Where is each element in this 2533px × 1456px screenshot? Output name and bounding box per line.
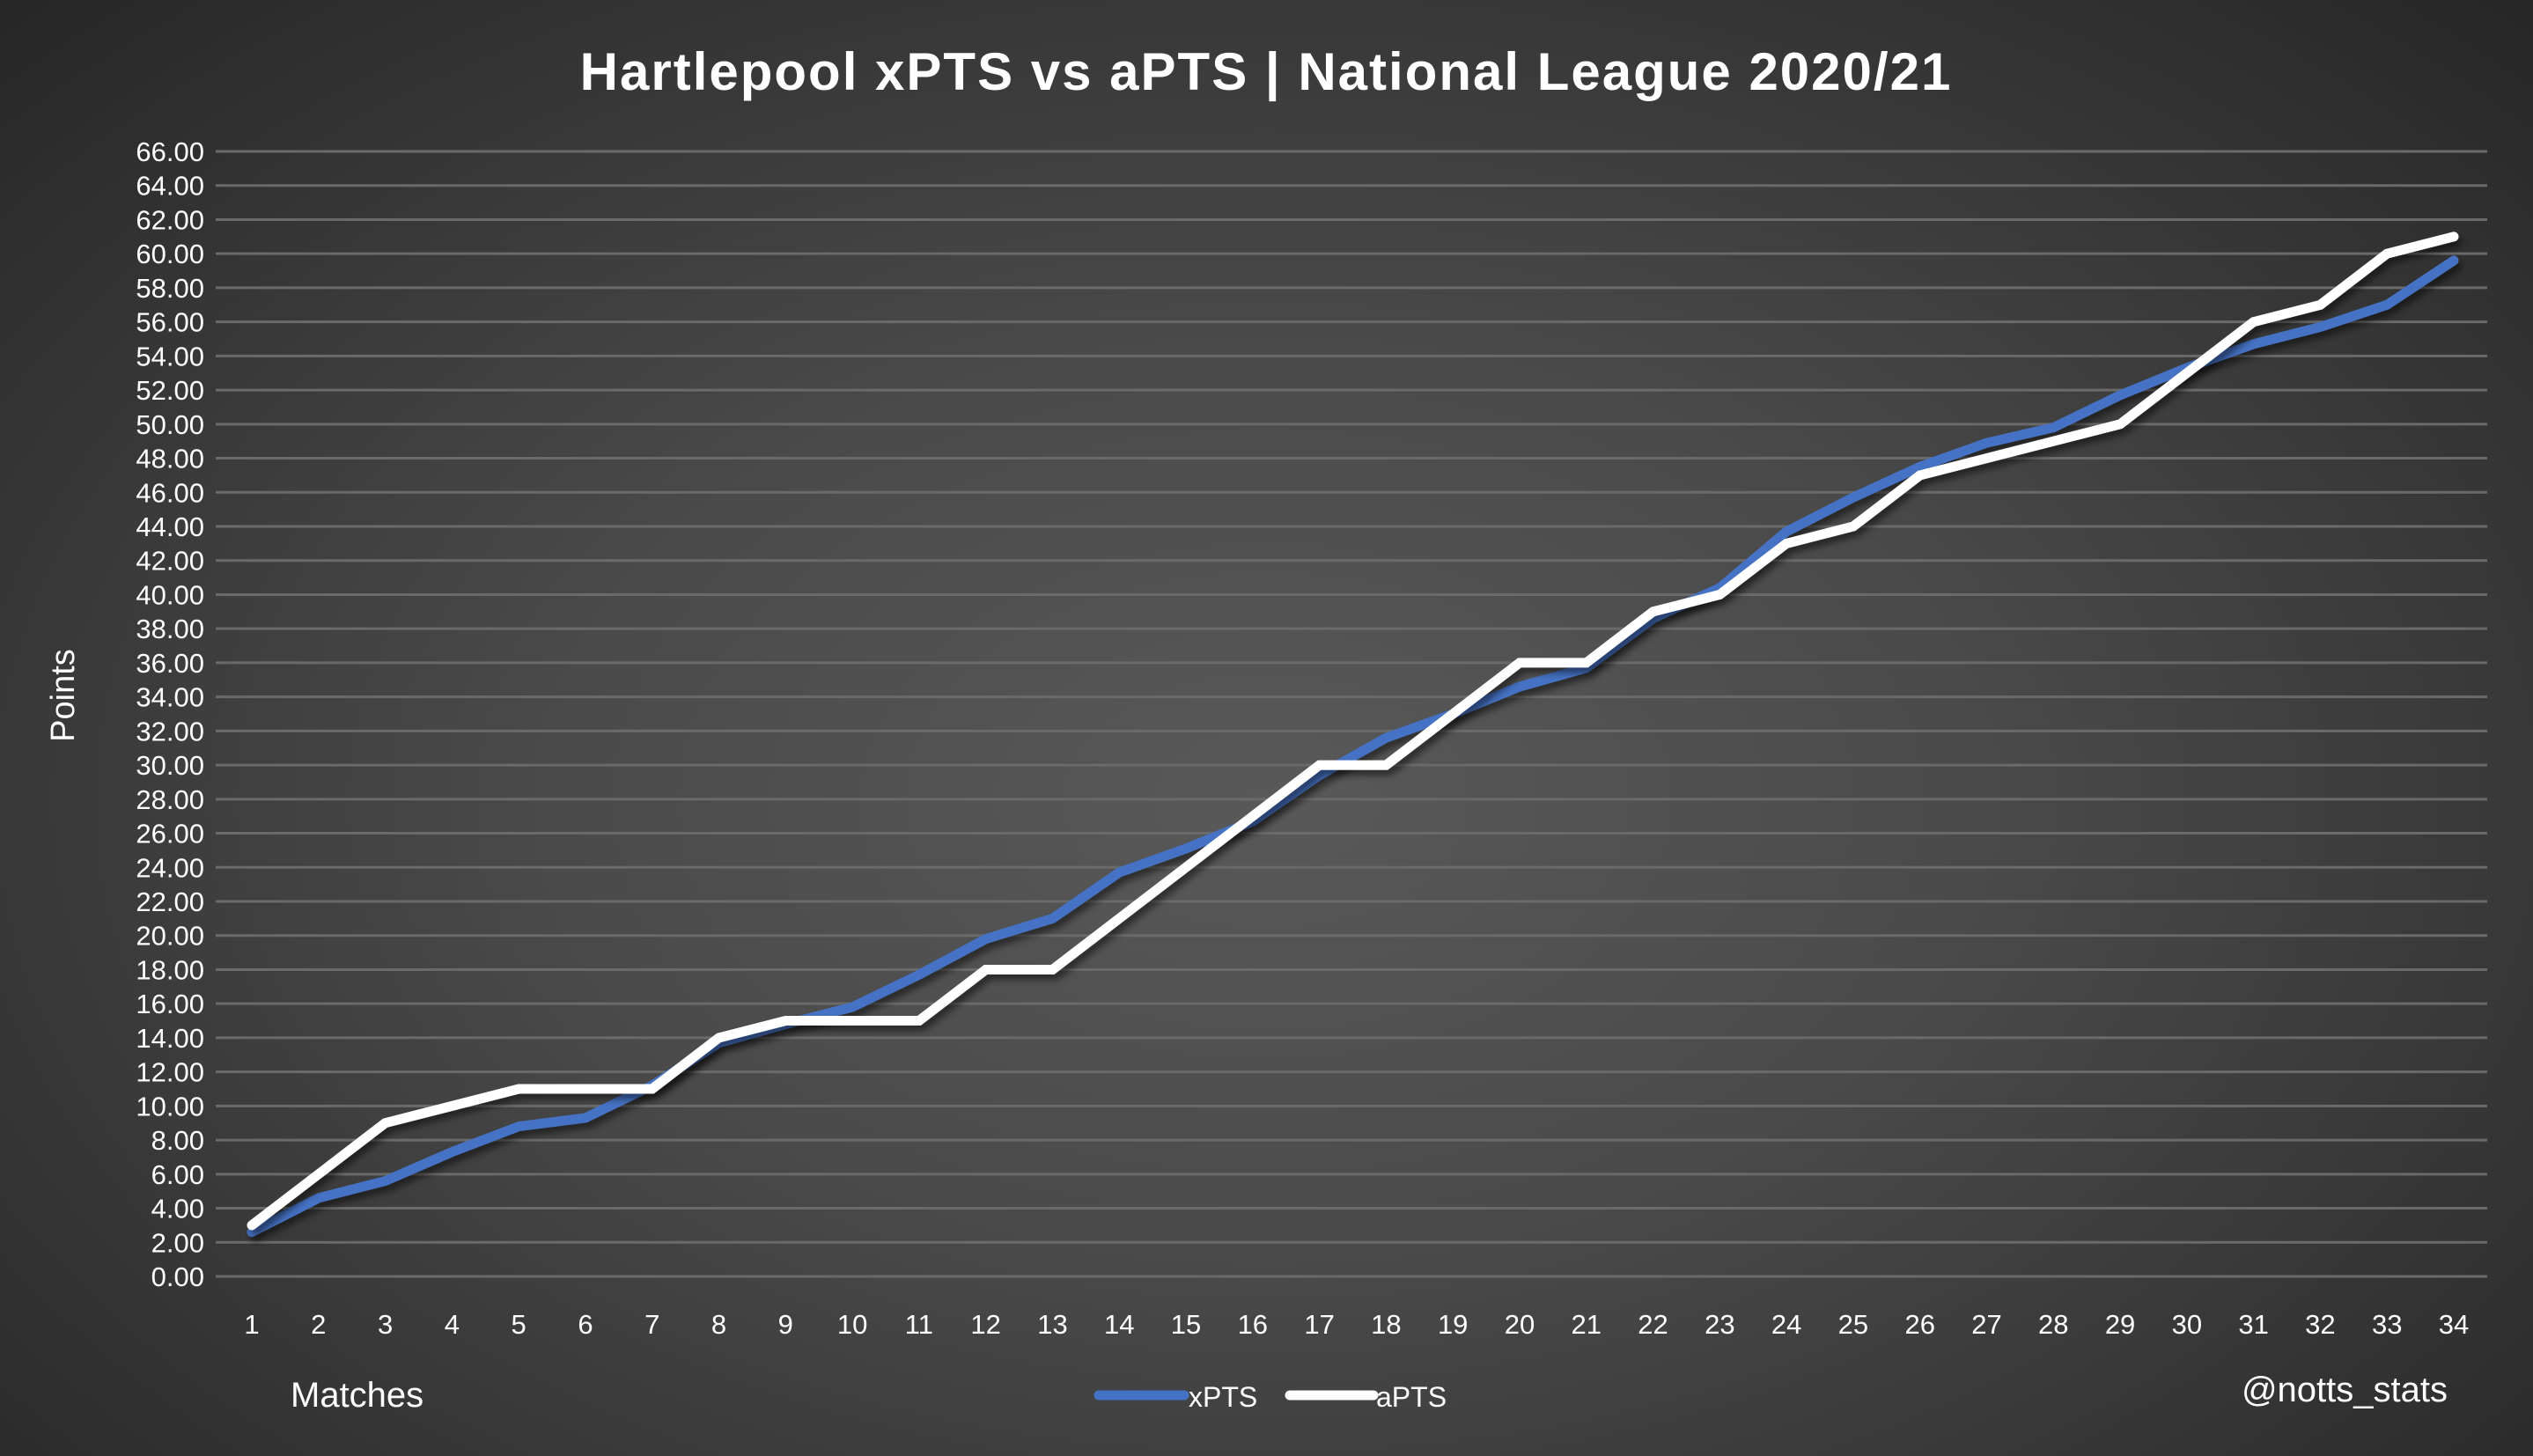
y-tick-label: 32.00 (136, 716, 204, 746)
series-line-xpts (247, 255, 2459, 1238)
y-tick-label: 36.00 (136, 648, 204, 679)
y-tick-label: 12.00 (136, 1057, 204, 1088)
y-tick-label: 28.00 (136, 784, 204, 815)
y-tick-label: 20.00 (136, 921, 204, 952)
x-tick-label: 29 (2105, 1309, 2135, 1340)
y-axis-label: Points (45, 649, 82, 742)
x-tick-label: 8 (711, 1309, 726, 1340)
y-tick-label: 18.00 (136, 954, 204, 985)
x-tick-label: 13 (1037, 1309, 1067, 1340)
y-tick-label: 48.00 (136, 444, 204, 474)
y-tick-label: 22.00 (136, 886, 204, 917)
y-tick-label: 16.00 (136, 989, 204, 1019)
series-line-apts (247, 232, 2459, 1231)
y-tick-label: 38.00 (136, 614, 204, 644)
y-tick-label: 34.00 (136, 682, 204, 713)
x-tick-label: 11 (905, 1309, 933, 1340)
x-tick-label: 31 (2238, 1309, 2268, 1340)
y-tick-label: 24.00 (136, 852, 204, 883)
chart-title: Hartlepool xPTS vs aPTS | National Leagu… (580, 42, 1953, 102)
y-tick-label: 64.00 (136, 171, 204, 202)
y-tick-label: 8.00 (151, 1125, 204, 1156)
x-tick-label: 12 (970, 1309, 1000, 1340)
x-tick-label: 27 (1971, 1309, 2001, 1340)
x-tick-label: 30 (2172, 1309, 2202, 1340)
x-tick-label: 5 (512, 1309, 526, 1340)
y-tick-label: 0.00 (151, 1261, 204, 1292)
y-tick-label: 2.00 (151, 1227, 204, 1258)
x-tick-label: 20 (1505, 1309, 1535, 1340)
y-tick-label: 14.00 (136, 1023, 204, 1054)
y-tick-label: 50.00 (136, 409, 204, 440)
x-tick-label: 14 (1104, 1309, 1134, 1340)
legend-label-apts: aPTS (1376, 1381, 1447, 1413)
x-tick-label: 28 (2038, 1309, 2068, 1340)
y-tick-label: 58.00 (136, 273, 204, 304)
y-tick-label: 10.00 (136, 1091, 204, 1121)
x-tick-label: 6 (578, 1309, 593, 1340)
x-tick-label: 16 (1238, 1309, 1268, 1340)
x-axis-label: Matches (291, 1376, 423, 1415)
y-tick-label: 30.00 (136, 750, 204, 781)
x-tick-label: 26 (1904, 1309, 1934, 1340)
x-tick-label: 34 (2439, 1309, 2469, 1340)
x-tick-label: 19 (1438, 1309, 1468, 1340)
x-tick-label: 24 (1771, 1309, 1801, 1340)
y-tick-label: 62.00 (136, 204, 204, 235)
y-tick-label: 54.00 (136, 341, 204, 371)
y-tick-label: 42.00 (136, 546, 204, 577)
legend: xPTS aPTS (1093, 1381, 1447, 1413)
y-tick-label: 52.00 (136, 375, 204, 406)
legend-label-xpts: xPTS (1189, 1381, 1257, 1413)
x-tick-label: 7 (644, 1309, 659, 1340)
x-tick-label: 2 (311, 1309, 326, 1340)
y-tick-label: 46.00 (136, 477, 204, 508)
x-tick-label: 3 (378, 1309, 393, 1340)
x-tick-label: 18 (1371, 1309, 1401, 1340)
y-tick-label: 40.00 (136, 579, 204, 610)
y-tick-label: 66.00 (136, 136, 204, 167)
y-tick-label: 26.00 (136, 819, 204, 849)
y-tick-label: 4.00 (151, 1194, 204, 1224)
y-tick-label: 56.00 (136, 307, 204, 338)
x-tick-label: 1 (244, 1309, 259, 1340)
x-tick-label: 10 (837, 1309, 867, 1340)
x-tick-label: 22 (1638, 1309, 1668, 1340)
watermark: @notts_stats (2242, 1371, 2448, 1409)
x-tick-label: 25 (1838, 1309, 1868, 1340)
x-tick-label: 32 (2305, 1309, 2335, 1340)
x-tick-label: 17 (1304, 1309, 1334, 1340)
x-tick-label: 21 (1572, 1309, 1602, 1340)
x-tick-label: 4 (445, 1309, 460, 1340)
y-tick-label: 60.00 (136, 239, 204, 269)
x-tick-label: 9 (778, 1309, 793, 1340)
y-tick-label: 44.00 (136, 511, 204, 542)
x-tick-label: 15 (1171, 1309, 1201, 1340)
x-tick-label: 23 (1705, 1309, 1734, 1340)
x-tick-label: 33 (2372, 1309, 2402, 1340)
y-tick-label: 6.00 (151, 1159, 204, 1190)
